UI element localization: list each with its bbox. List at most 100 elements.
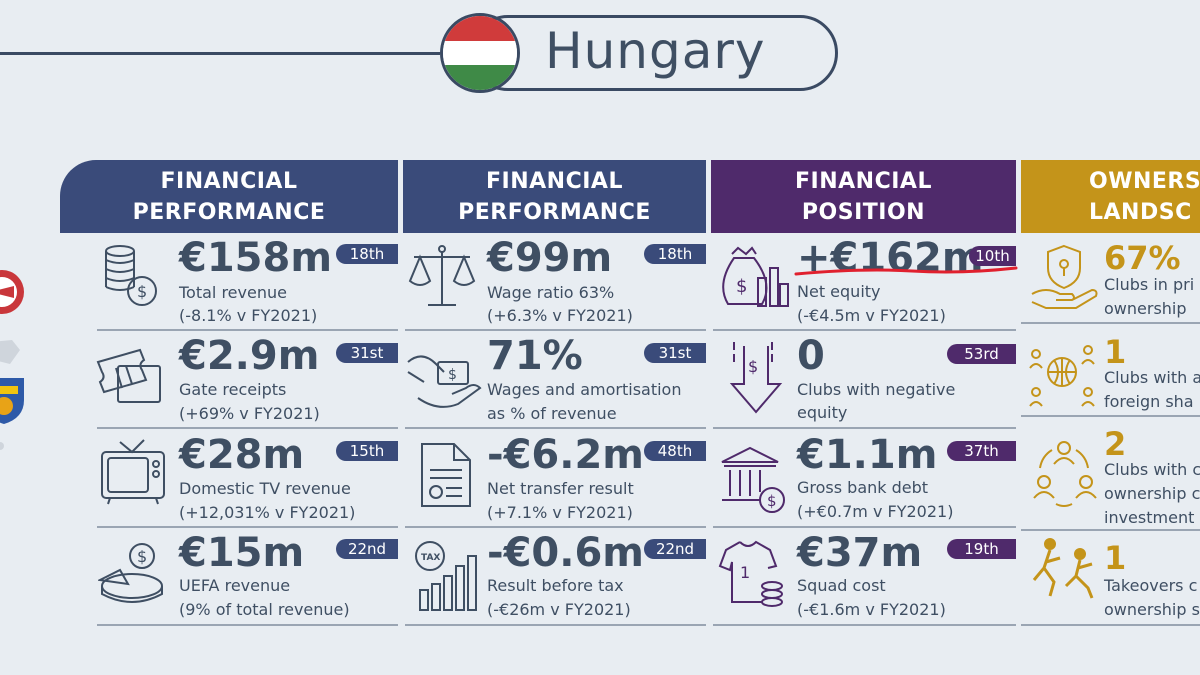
stat-label: Wages and amortisation — [487, 380, 682, 399]
stat-label: Wage ratio 63% — [487, 283, 615, 302]
divider — [405, 526, 706, 528]
shield-hand-icon — [1030, 242, 1100, 312]
stat-value: €99m — [487, 235, 613, 281]
stat-sublabel: (-€26m v FY2021) — [487, 600, 631, 619]
svg-text:$: $ — [767, 492, 777, 510]
globe-people-icon — [1026, 340, 1098, 412]
tv-icon — [100, 438, 166, 506]
dot-icon — [0, 442, 4, 450]
header-financial-position: FINANCIAL POSITION — [711, 160, 1016, 233]
stat-sublabel: (+69% v FY2021) — [179, 404, 320, 423]
svg-text:TAX: TAX — [421, 553, 440, 563]
rank-badge: 22nd — [336, 539, 398, 559]
stat-value: €28m — [179, 432, 305, 478]
rank-badge: 18th — [644, 244, 706, 264]
stat-sublabel: (-€1.6m v FY2021) — [797, 600, 946, 619]
rank-badge: 31st — [336, 343, 398, 363]
header-financial-performance-1: FINANCIAL PERFORMANCE — [60, 160, 398, 233]
stat-sublabel-2: investment — [1104, 508, 1195, 527]
money-bag-icon: $ — [716, 244, 790, 310]
stat-sublabel: (+€0.7m v FY2021) — [797, 502, 954, 521]
divider — [713, 526, 1016, 528]
rank-badge: 53rd — [947, 344, 1016, 364]
hungary-flag-icon — [440, 13, 520, 93]
cycle-people-icon — [1026, 438, 1102, 510]
down-arrow-icon: $ — [728, 340, 784, 414]
stat-value: €1.1m — [797, 432, 938, 478]
svg-text:1: 1 — [740, 563, 750, 582]
divider — [713, 624, 1016, 626]
stat-value: 0 — [797, 333, 825, 379]
title-pill — [470, 15, 838, 91]
divider — [405, 427, 706, 429]
rank-badge: 22nd — [644, 539, 706, 559]
stat-value: 67% — [1104, 239, 1181, 277]
stat-value: €15m — [179, 530, 305, 576]
svg-text:$: $ — [137, 282, 147, 301]
stat-value: 2 — [1104, 425, 1127, 463]
stat-sublabel: ownership c — [1104, 484, 1200, 503]
stat-value: 1 — [1104, 539, 1127, 577]
stat-label: Domestic TV revenue — [179, 479, 351, 498]
rank-badge: 15th — [336, 441, 398, 461]
hand-money-icon: $ — [404, 342, 482, 414]
stat-value: €37m — [797, 530, 923, 576]
stat-label: Clubs in pri — [1104, 275, 1195, 294]
rank-badge: 37th — [947, 441, 1016, 461]
svg-text:$: $ — [448, 367, 457, 383]
stat-value: 71% — [487, 333, 583, 379]
stat-label: Gross bank debt — [797, 478, 929, 497]
shirt-icon: 1 — [718, 538, 788, 608]
stat-sublabel: ownership s — [1104, 600, 1200, 619]
page-title: Hungary — [545, 22, 766, 80]
stat-label: Clubs with a — [1104, 368, 1200, 387]
players-icon — [1030, 536, 1100, 600]
svg-text:$: $ — [748, 357, 758, 376]
stat-label: Takeovers c — [1104, 576, 1198, 595]
stat-sublabel: (+12,031% v FY2021) — [179, 503, 356, 522]
stat-sublabel: (-€4.5m v FY2021) — [797, 306, 946, 325]
divider — [97, 427, 398, 429]
stat-sublabel: ownership — [1104, 299, 1187, 318]
divider — [713, 427, 1016, 429]
tickets-icon — [96, 342, 166, 406]
stat-label: Result before tax — [487, 576, 624, 595]
rank-badge: 18th — [336, 244, 398, 264]
club-crest-icon — [0, 268, 26, 316]
stat-value: 1 — [1104, 333, 1127, 371]
stat-sublabel: as % of revenue — [487, 404, 617, 423]
header-financial-performance-2: FINANCIAL PERFORMANCE — [403, 160, 706, 233]
stat-label: Clubs with negative — [797, 380, 956, 399]
map-silhouette-icon — [0, 336, 22, 368]
svg-text:$: $ — [137, 547, 147, 566]
rank-badge: 19th — [947, 539, 1016, 559]
club-crest-icon — [0, 372, 36, 428]
bank-icon: $ — [718, 444, 788, 516]
stat-sublabel: (-8.1% v FY2021) — [179, 306, 318, 325]
divider — [405, 624, 706, 626]
coins-icon: $ — [100, 243, 162, 309]
stat-label: UEFA revenue — [179, 576, 291, 595]
stat-label: Total revenue — [179, 283, 287, 302]
tax-chart-icon: TAX — [412, 538, 478, 614]
title-rule — [0, 52, 440, 55]
divider — [97, 624, 398, 626]
stat-label: Gate receipts — [179, 380, 287, 399]
divider — [97, 526, 398, 528]
svg-text:$: $ — [736, 276, 747, 297]
divider — [1021, 322, 1200, 324]
stat-label: Net transfer result — [487, 479, 634, 498]
stat-sublabel: (+7.1% v FY2021) — [487, 503, 633, 522]
scales-icon — [408, 243, 476, 313]
pie-coin-icon: $ — [98, 540, 168, 606]
stat-sublabel: (9% of total revenue) — [179, 600, 350, 619]
document-icon — [414, 440, 476, 510]
divider — [1021, 624, 1200, 626]
stat-label: Clubs with c — [1104, 460, 1200, 479]
divider — [713, 329, 1016, 331]
header-ownership-landscape: OWNERS LANDSC — [1021, 160, 1200, 233]
stat-sublabel: equity — [797, 403, 848, 422]
rank-badge: 10th — [969, 246, 1016, 266]
red-underline-annotation — [792, 262, 1022, 284]
stat-label: Net equity — [797, 282, 881, 301]
